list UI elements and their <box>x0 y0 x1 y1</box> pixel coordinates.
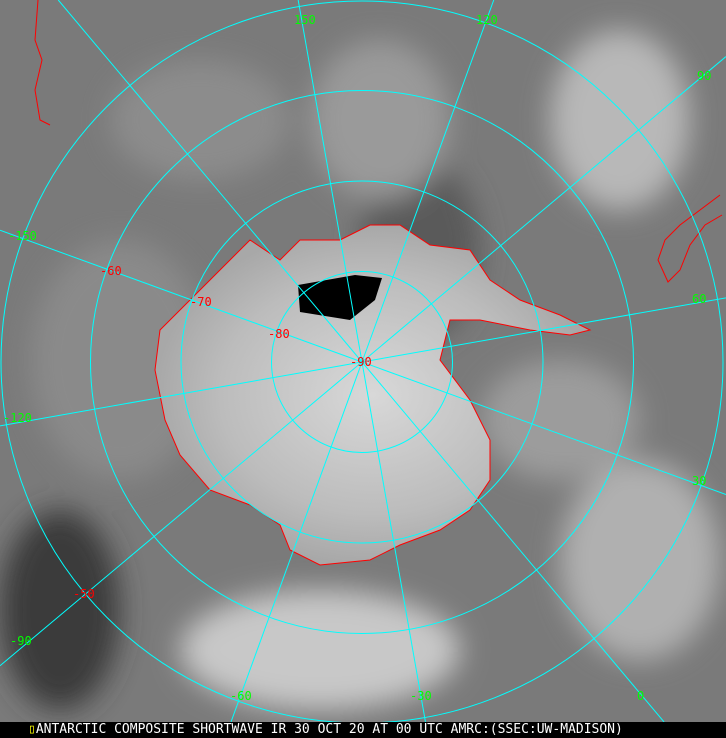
coastline <box>154 224 592 566</box>
latitude-label--90: -90 <box>350 355 372 369</box>
image-caption: ▯ANTARCTIC COMPOSITE SHORTWAVE IR 30 OCT… <box>0 722 726 738</box>
meridian--180 <box>57 0 363 363</box>
longitude-label-150: 150 <box>294 13 316 27</box>
latitude-label--60: -60 <box>100 264 122 278</box>
longitude-label-0: 0 <box>637 689 644 703</box>
latitude-label--50: -50 <box>73 587 95 601</box>
longitude-label--150: -150 <box>8 229 37 243</box>
longitude-label--30: -30 <box>410 689 432 703</box>
missing-data-wedge <box>298 275 382 320</box>
meridian-150 <box>297 0 363 363</box>
antarctic-peninsula-coastline <box>657 194 723 283</box>
longitude-label--60: -60 <box>230 689 252 703</box>
meridian-120 <box>361 0 495 363</box>
grid-labels: 150 120 90 60 30 0 -30 -60 -90 -120 -150 -50 -60 -70 -… <box>3 13 711 703</box>
meridian--30 <box>361 361 426 722</box>
meridian-90 <box>361 56 726 363</box>
parallel--50 <box>0 0 724 722</box>
longitude-label--120: -120 <box>3 411 32 425</box>
graticule <box>0 0 726 722</box>
longitude-label-60: 60 <box>692 292 706 306</box>
longitude-label-90: 90 <box>697 69 711 83</box>
longitude-label--90: -90 <box>10 634 32 648</box>
longitude-label-30: 30 <box>692 474 706 488</box>
meridian-30 <box>361 361 726 495</box>
parallel--60 <box>90 90 634 634</box>
longitude-label-120: 120 <box>476 13 498 27</box>
meridian--90 <box>0 361 363 667</box>
antarctica-landmass <box>155 225 590 565</box>
south-america-coastline <box>34 0 51 126</box>
map-canvas: 150 120 90 60 30 0 -30 -60 -90 -120 -150 -50 -60 -70 -… <box>0 0 726 722</box>
parallel--70 <box>180 180 544 544</box>
meridian-60 <box>361 297 726 363</box>
meridian--60 <box>230 361 363 722</box>
meridian--120 <box>0 361 363 427</box>
latitude-label--70: -70 <box>190 295 212 309</box>
meridian--150 <box>0 229 363 363</box>
latitude-label--80: -80 <box>268 327 290 341</box>
caption-marker-icon: ▯ <box>28 722 36 737</box>
meridian-0 <box>361 361 665 722</box>
caption-text: ANTARCTIC COMPOSITE SHORTWAVE IR 30 OCT … <box>35 722 623 737</box>
parallel--80 <box>271 271 453 453</box>
